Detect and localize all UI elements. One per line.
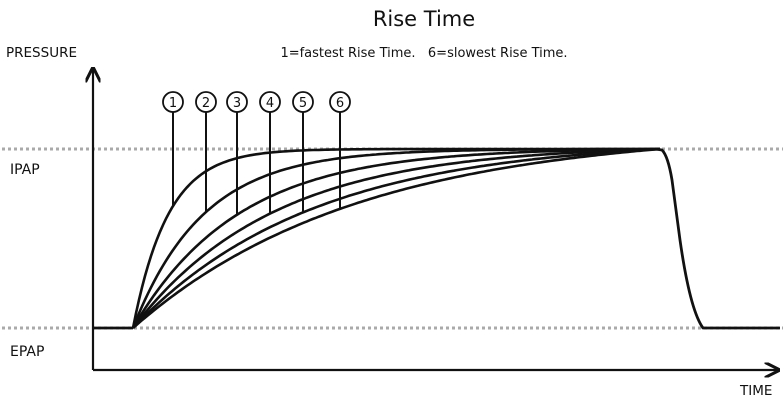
marker-label-2: 2: [202, 96, 210, 111]
x-axis-label: TIME: [739, 383, 772, 399]
y-axis-label: PRESSURE: [6, 45, 77, 61]
pressure-fall-to-epap: [654, 147, 780, 330]
marker-circle-3: [226, 91, 248, 113]
marker-label-6: 6: [336, 96, 344, 111]
rise-curve-4: [131, 147, 661, 329]
marker-circle-4: [259, 91, 281, 113]
diagram-subtitle: 1=fastest Rise Time. 6=slowest Rise Time…: [280, 46, 567, 61]
marker-circle-1: [162, 91, 184, 113]
diagram-title: Rise Time: [373, 7, 475, 31]
marker-circle-6: [329, 91, 351, 113]
rise-curve-5: [132, 147, 661, 329]
pressure-curves: [93, 147, 780, 330]
marker-circle-5: [292, 91, 314, 113]
marker-label-3: 3: [233, 96, 241, 111]
ipap-label: IPAP: [10, 162, 40, 178]
marker-circle-2: [195, 91, 217, 113]
rise-curve-2: [131, 147, 660, 329]
rise-curve-6: [132, 147, 661, 329]
rise-curve-3: [131, 147, 660, 329]
marker-label-4: 4: [266, 96, 274, 111]
rise-curve-1: [131, 147, 660, 329]
marker-label-5: 5: [299, 96, 307, 111]
epap-label: EPAP: [10, 344, 44, 360]
curve-markers: 1 2 3 4 5 6: [162, 91, 351, 215]
marker-label-1: 1: [169, 96, 177, 111]
